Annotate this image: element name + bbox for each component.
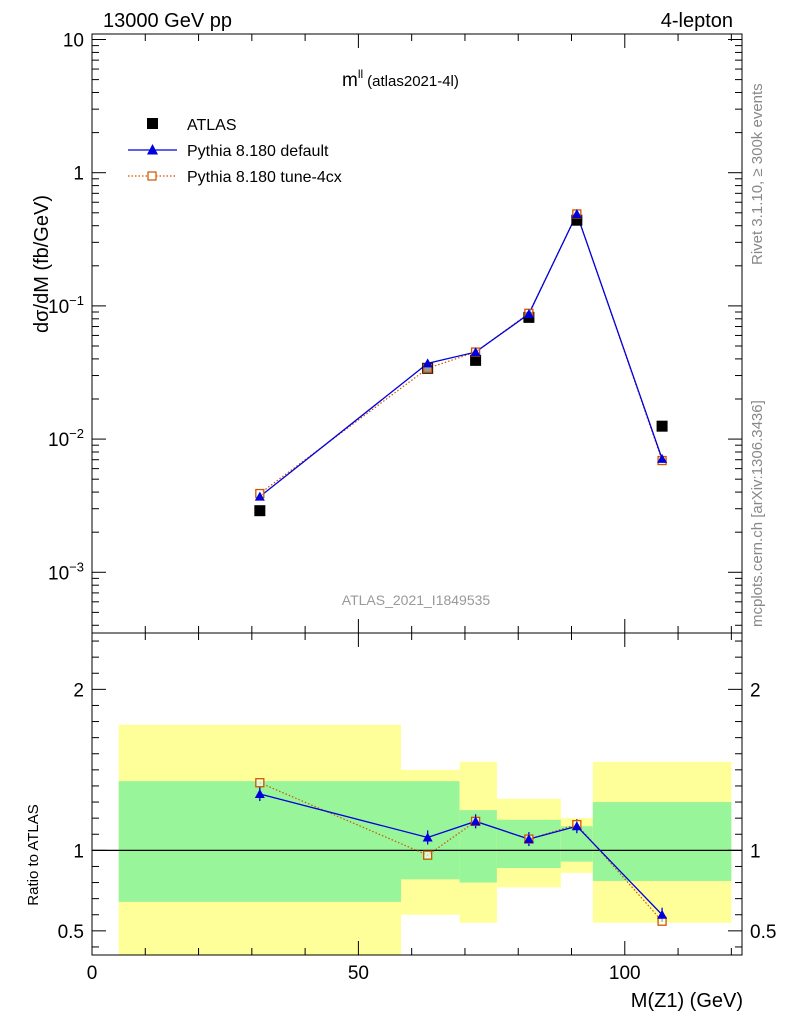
bottom-ytick-label-left: 2 <box>73 680 84 701</box>
bottom-ytick-label-right: 2 <box>750 680 761 701</box>
data-point-atlas <box>254 505 266 517</box>
header-left: 13000 GeV pp <box>103 10 232 32</box>
bottom-ylabel: Ratio to ATLAS <box>25 804 42 905</box>
data-point-default <box>571 208 582 218</box>
series-line-tune <box>259 212 663 495</box>
data-point-default <box>422 358 433 368</box>
bottom-xtick-label: 0 <box>87 963 98 984</box>
series-line-default <box>259 212 663 498</box>
ratio-point-default <box>523 834 534 844</box>
title-main: m <box>342 70 358 91</box>
legend-marker-tune <box>147 171 157 181</box>
legend-label-default: Pythia 8.180 default <box>187 143 329 160</box>
ratio-point-default <box>657 909 668 919</box>
band-inner <box>118 781 402 902</box>
ratio-point-default <box>571 821 582 831</box>
header-right: 4-lepton <box>661 10 733 32</box>
bottom-ytick-label-left: 0.5 <box>58 922 84 943</box>
data-point-default <box>523 308 534 318</box>
rivet-label: Rivet 3.1.10, ≥ 300k events <box>749 83 766 265</box>
top-ytick-label: 10−3 <box>48 559 84 584</box>
legend: ATLAS Pythia 8.180 default Pythia 8.180 … <box>128 117 342 186</box>
ratio-point-tune <box>423 850 433 860</box>
data-point-default <box>470 347 481 357</box>
bottom-xtick-label: 50 <box>348 963 369 984</box>
data-point-atlas <box>656 420 668 432</box>
bottom-xlabel: M(Z1) (GeV) <box>631 990 743 1012</box>
ratio-point-default <box>422 832 433 842</box>
data-point-default <box>254 491 265 501</box>
ratio-point-default <box>470 816 481 826</box>
legend-label-atlas: ATLAS <box>187 117 237 134</box>
analysis-watermark: ATLAS_2021_I1849535 <box>342 592 491 608</box>
top-ytick-label: 10−2 <box>48 426 84 451</box>
band-inner <box>592 802 732 881</box>
top-ytick-label: 10 <box>63 31 84 52</box>
top-title: mll (atlas2021-4l) <box>342 67 459 91</box>
bottom-ytick-label-right: 0.5 <box>750 922 776 943</box>
ratio-point-default <box>254 789 265 798</box>
bottom-xtick-label: 100 <box>609 963 641 984</box>
top-ytick-label: 1 <box>73 164 84 185</box>
top-ylabel: dσ/dM (fb/GeV) <box>31 195 53 333</box>
legend-marker-atlas <box>147 118 158 129</box>
legend-label-tune: Pythia 8.180 tune-4cx <box>187 169 342 186</box>
ratio-line-default <box>259 793 663 916</box>
bottom-plot-frame <box>91 632 743 956</box>
ratio-point-tune <box>255 778 265 788</box>
data-point-default <box>657 453 668 463</box>
data-point-atlas <box>571 214 583 226</box>
bottom-ytick-label-right: 1 <box>750 841 761 862</box>
title-sub: (atlas2021-4l) <box>367 73 459 90</box>
bottom-ytick-label-left: 1 <box>73 841 84 862</box>
title-sup: ll <box>358 67 363 81</box>
top-ytick-label: 10−1 <box>48 293 84 318</box>
legend-marker-default <box>147 144 158 155</box>
data-point-atlas <box>470 354 482 366</box>
mcplots-label: mcplots.cern.ch [arXiv:1306.3436] <box>749 400 766 627</box>
